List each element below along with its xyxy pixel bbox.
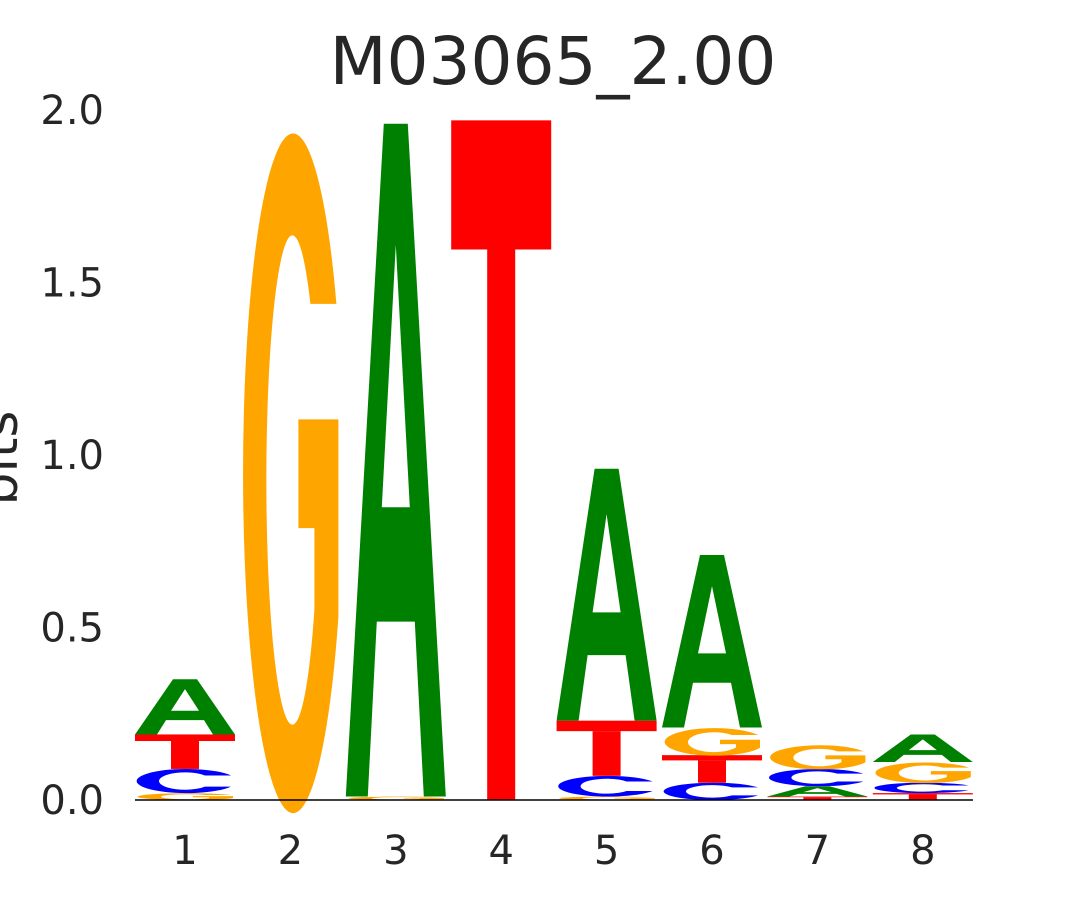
letter-a-pos-5: [556, 468, 657, 721]
letter-g-pos-6: [664, 728, 760, 756]
letter-c-pos-6: [663, 782, 758, 800]
x-tick-label: 1: [172, 828, 197, 874]
letter-t-pos-6: [662, 755, 762, 783]
x-tick-label: 3: [383, 828, 408, 874]
letter-c-pos-7: [769, 768, 864, 787]
letter-a-pos-3: [345, 123, 446, 797]
letter-c-pos-8: [874, 782, 969, 794]
letter-g-pos-5: [559, 796, 655, 801]
letter-t-pos-8: [872, 793, 973, 800]
letter-t-pos-4: [451, 120, 552, 800]
letter-a-pos-8: [872, 734, 973, 763]
x-tick-label: 5: [594, 828, 619, 874]
y-tick-label: 0.5: [40, 606, 104, 652]
y-tick-label: 0.0: [40, 778, 104, 824]
letter-a-pos-1: [135, 679, 235, 735]
letter-g-pos-3: [348, 796, 444, 801]
chart-title: M03065_2.00: [330, 23, 777, 100]
letter-t-pos-5: [556, 720, 657, 776]
letter-g-pos-8: [875, 762, 971, 784]
letter-g-pos-1: [137, 793, 233, 801]
x-tick-label: 6: [699, 828, 724, 874]
letter-c-pos-5: [558, 775, 653, 797]
y-tick-label: 1.5: [40, 261, 104, 307]
y-axis-label: bits: [0, 411, 30, 506]
letter-t-pos-1: [135, 734, 235, 769]
letter-a-pos-6: [662, 555, 762, 728]
letter-a-pos-7: [767, 786, 868, 797]
letter-c-pos-1: [136, 768, 231, 794]
x-tick-label: 7: [805, 828, 830, 874]
x-tick-label: 4: [488, 828, 513, 874]
y-tick-label: 2.0: [40, 88, 104, 134]
letter-g-pos-2: [243, 133, 339, 814]
letter-t-pos-7: [767, 796, 868, 800]
y-axis-ticks: 0.0 0.5 1.0 1.5 2.0: [40, 88, 104, 824]
x-axis-ticks: 1 2 3 4 5 6 7 8: [172, 828, 935, 874]
y-tick-label: 1.0: [40, 433, 104, 479]
letter-g-pos-7: [770, 745, 866, 770]
logo-letters: [135, 120, 973, 814]
x-tick-label: 8: [910, 828, 935, 874]
x-tick-label: 2: [278, 828, 303, 874]
